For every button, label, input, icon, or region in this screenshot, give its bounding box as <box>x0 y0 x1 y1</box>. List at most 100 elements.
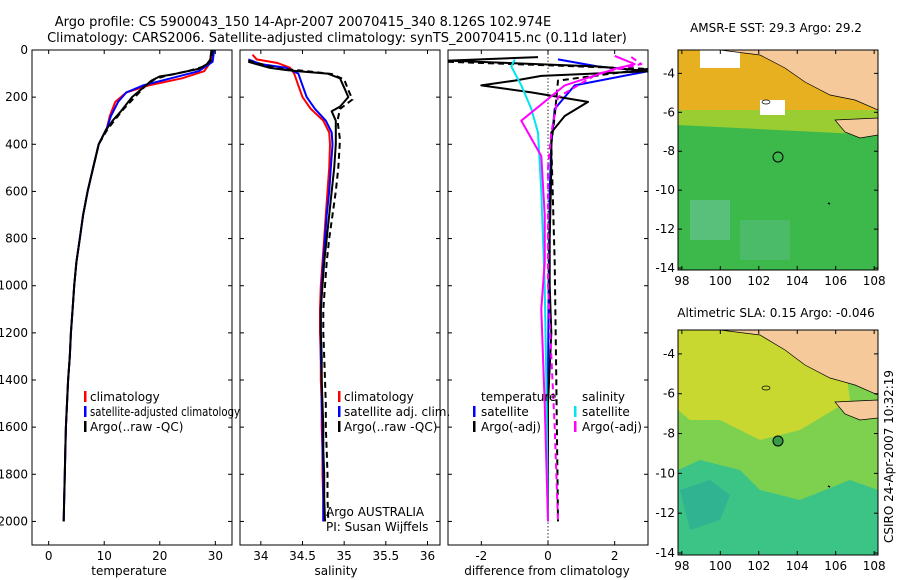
x-tick-label: 34 <box>253 549 268 563</box>
y-tick-label: 1000 <box>0 279 28 293</box>
sla-low-zone <box>678 460 878 555</box>
owner-annotation: Argo AUSTRALIA <box>326 505 425 519</box>
legend-climatology: climatology <box>90 390 160 404</box>
sla-low-zone <box>680 480 730 530</box>
y-tick-label: 1200 <box>0 326 28 340</box>
sst-cool-patch <box>690 200 730 240</box>
series-line-climatology <box>251 54 331 522</box>
sst-map-title: AMSR-E SST: 29.3 Argo: 29.2 <box>690 21 862 35</box>
map-y-tick-label: -6 <box>663 387 675 401</box>
series-line-climatology <box>62 50 214 522</box>
x-tick-label: 35 <box>337 549 352 563</box>
y-tick-label: 2000 <box>0 514 28 528</box>
temperature-panel: 0 10 20 30 0 200 400 600 800 1000 1200 1400 1600 1800… <box>0 43 240 578</box>
map-x-tick-label: 104 <box>786 274 809 288</box>
map-x-tick-label: 102 <box>747 559 770 573</box>
map-y-tick-label: -14 <box>655 546 675 560</box>
sst-cool-patch <box>740 220 790 260</box>
sumatra-land <box>719 330 878 396</box>
sst-transition-band <box>678 110 878 135</box>
series-line-argo-raw-qc- <box>62 50 213 522</box>
map-y-tick-label: -10 <box>655 183 675 197</box>
csiro-timestamp: CSIRO 24-Apr-2007 10:32:19 <box>882 370 896 543</box>
map-y-tick-label: -8 <box>663 427 675 441</box>
y-tick-label: 0 <box>20 43 28 57</box>
series-line-temp-argo-adj- <box>448 56 648 522</box>
series-line-sal-argo-dash <box>547 56 643 522</box>
map-y-tick-label: -12 <box>655 222 675 236</box>
map-x-tick-label: 106 <box>824 274 847 288</box>
sst-missing-patch <box>700 50 740 68</box>
difference-panel: -2 0 2 difference from climatology tempera… <box>447 49 649 578</box>
legend-sal-satellite: satellite <box>582 405 630 419</box>
map-y-tick-label: -12 <box>655 506 675 520</box>
legend-satellite-adjusted: satellite-adjusted climatology <box>90 405 240 419</box>
x-tick-label: 20 <box>152 549 167 563</box>
y-tick-label: 600 <box>5 184 28 198</box>
figure-title-line1: Argo profile: CS 5900043_150 14-Apr-2007… <box>55 15 551 30</box>
series-line-temp-argo-dash <box>448 60 648 522</box>
x-tick-label: 10 <box>97 549 112 563</box>
x-tick-label: -2 <box>475 549 487 563</box>
sumatra-land <box>719 50 878 111</box>
x-tick-label: 30 <box>208 549 223 563</box>
map-y-tick-label: -14 <box>655 261 675 275</box>
x-tick-label: 0 <box>45 549 53 563</box>
legend-header-temperature: temperature <box>481 390 556 404</box>
sst-map-panel: AMSR-E SST: 29.3 Argo: 29.2 98 100 102 104 1… <box>655 21 885 288</box>
map-x-tick-label: 104 <box>786 559 809 573</box>
map-y-tick-label: -10 <box>655 466 675 480</box>
legend-temp-satellite: satellite <box>481 405 529 419</box>
map-y-tick-label: -4 <box>663 347 675 361</box>
map-x-tick-label: 100 <box>709 274 732 288</box>
sla-map-panel: Altimetric SLA: 0.15 Argo: -0.046 98 100 1… <box>655 306 885 573</box>
y-tick-label: 1600 <box>0 420 28 434</box>
island-outline <box>761 99 771 105</box>
legend-header-salinity: salinity <box>582 390 625 404</box>
y-tick-label: 1400 <box>0 373 28 387</box>
x-tick-label: 35.5 <box>372 549 399 563</box>
series-line-sal-argo-adj- <box>520 54 636 522</box>
series-line-temp-satellite <box>547 58 648 522</box>
series-line-sal-satellite <box>510 58 549 522</box>
salinity-panel: 34 34.5 35 35.5 36 salinity climatology sate… <box>239 49 450 578</box>
map-y-tick-label: -6 <box>663 105 675 119</box>
legend-sal-argo: Argo(-adj) <box>582 420 642 434</box>
map-y-tick-label: -8 <box>663 144 675 158</box>
legend-climatology: climatology <box>344 390 414 404</box>
map-x-tick-label: 100 <box>709 559 732 573</box>
y-tick-label: 400 <box>5 137 28 151</box>
y-tick-label: 200 <box>5 90 28 104</box>
map-y-tick-label: -4 <box>663 66 675 80</box>
legend-satellite-adj: satellite adj. clim. <box>344 405 450 419</box>
x-tick-label: 34.5 <box>289 549 316 563</box>
y-tick-label: 1800 <box>0 467 28 481</box>
salinity-legend: climatology satellite adj. clim. Argo(..… <box>338 390 450 434</box>
temperature-legend: climatology satellite-adjusted climatolo… <box>84 390 240 434</box>
x-tick-label: 0 <box>544 549 552 563</box>
map-x-tick-label: 98 <box>674 559 689 573</box>
sla-float-marker <box>772 435 784 447</box>
map-x-tick-label: 106 <box>824 559 847 573</box>
series-line-argo-raw-qc- <box>248 60 350 522</box>
y-tick-label: 800 <box>5 232 28 246</box>
difference-xlabel: difference from climatology <box>464 564 630 578</box>
series-line-argo-dash <box>248 59 354 522</box>
java-land <box>834 399 878 421</box>
temperature-xlabel: temperature <box>91 564 166 578</box>
legend-argo: Argo(..raw -QC) <box>90 420 183 434</box>
series-line-satellite-adjusted-climatology <box>62 50 216 522</box>
sst-float-marker <box>772 151 784 163</box>
sst-missing-patch <box>760 100 785 115</box>
map-x-tick-label: 98 <box>674 274 689 288</box>
map-x-tick-label: 108 <box>863 559 886 573</box>
java-land <box>834 117 878 139</box>
island-outline <box>761 385 771 391</box>
legend-temp-argo: Argo(-adj) <box>481 420 541 434</box>
difference-legend: temperature salinity satellite Argo(-adj… <box>473 390 642 434</box>
series-line-argo-dash <box>92 50 214 169</box>
figure-title-line2: Climatology: CARS2006. Satellite-adjuste… <box>47 31 627 46</box>
x-tick-label: 2 <box>611 549 619 563</box>
legend-argo: Argo(..raw -QC) <box>344 420 437 434</box>
